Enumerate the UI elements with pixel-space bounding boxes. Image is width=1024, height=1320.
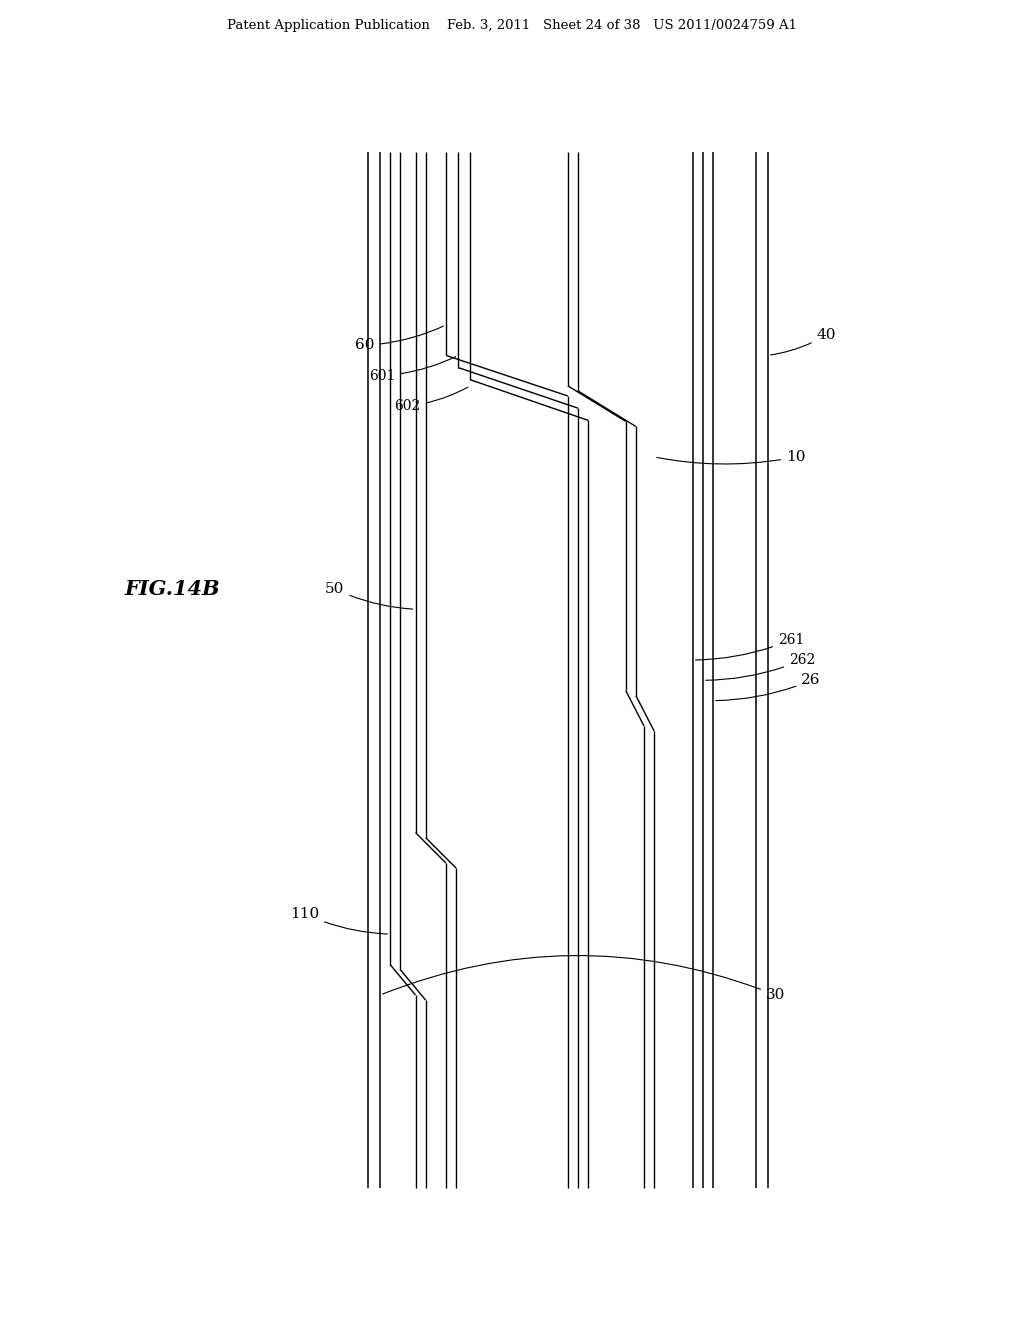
- Text: 262: 262: [706, 653, 815, 680]
- Text: 110: 110: [290, 907, 387, 935]
- Text: FIG.14B: FIG.14B: [124, 579, 220, 599]
- Text: Patent Application Publication    Feb. 3, 2011   Sheet 24 of 38   US 2011/002475: Patent Application Publication Feb. 3, 2…: [227, 18, 797, 32]
- Text: 601: 601: [369, 356, 456, 383]
- Text: 602: 602: [394, 387, 468, 413]
- Text: 60: 60: [355, 326, 443, 352]
- Text: 26: 26: [716, 673, 821, 701]
- Text: 10: 10: [656, 450, 806, 465]
- Text: 30: 30: [383, 956, 785, 1002]
- Text: 40: 40: [771, 329, 837, 355]
- Text: 50: 50: [325, 582, 413, 609]
- Text: 261: 261: [695, 632, 805, 660]
